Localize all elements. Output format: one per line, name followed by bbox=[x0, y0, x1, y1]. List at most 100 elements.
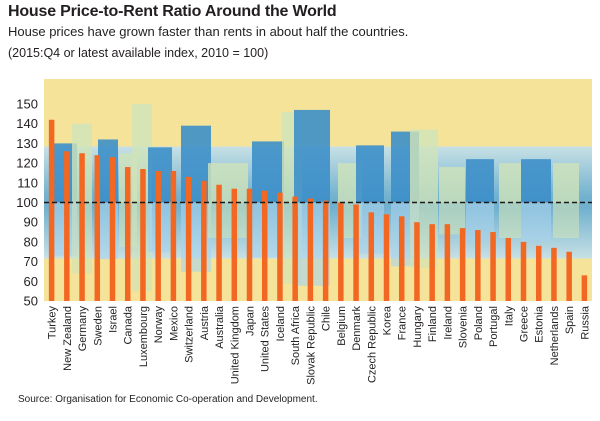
x-tick-label: United Kingdom bbox=[229, 306, 241, 384]
source-note: Source: Organisation for Economic Co-ope… bbox=[18, 394, 318, 405]
bar-norway bbox=[155, 170, 161, 301]
x-tick-label: Denmark bbox=[351, 306, 363, 351]
x-tick-label: Mexico bbox=[168, 306, 180, 341]
bar-russia bbox=[581, 275, 588, 301]
x-tick-label: New Zealand bbox=[62, 306, 74, 371]
bar-sweden bbox=[94, 155, 101, 301]
bar-denmark bbox=[353, 204, 359, 301]
bar-austria bbox=[201, 180, 207, 301]
x-tick-label: Ireland bbox=[442, 306, 454, 340]
x-tick-label: Netherlands bbox=[549, 306, 561, 366]
y-tick-label: 50 bbox=[24, 294, 38, 309]
x-tick-label: South Africa bbox=[290, 305, 302, 365]
y-tick-label: 140 bbox=[16, 116, 38, 131]
skyline-reflection bbox=[499, 202, 521, 238]
x-tick-label: Finland bbox=[427, 306, 439, 342]
bar-luxembourg bbox=[140, 169, 146, 301]
bar-japan bbox=[246, 188, 253, 301]
chart-title: House Price-to-Rent Ratio Around the Wor… bbox=[8, 3, 337, 20]
y-tick-label: 100 bbox=[16, 195, 38, 210]
x-tick-label: Poland bbox=[473, 306, 485, 340]
x-tick-label: Korea bbox=[382, 305, 394, 335]
bar-mexico bbox=[170, 170, 177, 301]
x-tick-label: Russia bbox=[579, 305, 591, 340]
x-tick-label: Spain bbox=[564, 306, 576, 334]
bar-korea bbox=[383, 214, 390, 301]
skyline-building bbox=[132, 104, 152, 203]
skyline-building bbox=[553, 163, 579, 203]
x-tick-label: France bbox=[397, 306, 409, 340]
x-tick-label: United States bbox=[260, 306, 272, 373]
chart-note: (2015:Q4 or latest available index, 2010… bbox=[8, 46, 269, 60]
x-tick-label: Sweden bbox=[92, 306, 104, 346]
x-tick-label: Slovak Republic bbox=[305, 306, 317, 385]
skyline-building bbox=[356, 145, 384, 203]
y-tick-label: 130 bbox=[16, 136, 38, 151]
bar-iceland bbox=[277, 192, 283, 301]
skyline-building bbox=[499, 163, 521, 203]
bar-poland bbox=[475, 230, 481, 301]
chart-subtitle: House prices have grown faster than rent… bbox=[8, 24, 409, 39]
bar-belgium bbox=[338, 202, 344, 301]
bar-hungary bbox=[414, 222, 420, 301]
bar-switzerland bbox=[185, 176, 192, 301]
y-tick-label: 70 bbox=[24, 254, 38, 269]
skyline-building bbox=[252, 141, 284, 203]
x-tick-label: Slovenia bbox=[458, 305, 470, 348]
skyline-building bbox=[208, 163, 248, 203]
y-tick-label: 110 bbox=[17, 175, 38, 190]
y-tick-label: 60 bbox=[24, 274, 38, 289]
x-tick-label: Germany bbox=[77, 306, 89, 352]
bar-greece bbox=[520, 241, 527, 301]
x-tick-label: Chile bbox=[321, 306, 333, 331]
x-tick-label: Austria bbox=[199, 305, 211, 340]
y-tick-label: 90 bbox=[24, 215, 38, 230]
bar-israel bbox=[109, 157, 116, 301]
bar-australia bbox=[216, 184, 222, 301]
x-tick-label: Portugal bbox=[488, 306, 500, 347]
x-tick-label: Switzerland bbox=[184, 306, 196, 363]
bar-south-africa bbox=[292, 196, 298, 301]
bar-portugal bbox=[490, 232, 496, 301]
x-tick-label: Hungary bbox=[412, 306, 424, 348]
x-tick-label: Italy bbox=[503, 306, 515, 327]
bar-france bbox=[398, 216, 405, 301]
skyline-building bbox=[466, 159, 494, 203]
skyline-reflection bbox=[208, 202, 248, 238]
bar-series bbox=[48, 119, 588, 301]
bar-canada bbox=[124, 167, 131, 301]
bar-spain bbox=[566, 251, 572, 301]
bar-ireland bbox=[444, 224, 451, 301]
x-axis: Turkey New Zealand Germany Sweden Israel Cana… bbox=[47, 305, 592, 385]
bar-united-kingdom bbox=[231, 188, 238, 301]
x-tick-label: Norway bbox=[153, 306, 165, 344]
skyline-building bbox=[410, 129, 438, 203]
y-tick-label: 120 bbox=[16, 156, 38, 171]
x-tick-label: Israel bbox=[108, 306, 120, 333]
x-tick-label: Belgium bbox=[336, 306, 348, 346]
bar-new-zealand bbox=[64, 151, 70, 301]
bar-finland bbox=[429, 224, 435, 301]
bar-united-states bbox=[261, 190, 268, 301]
y-axis: 50 60 70 80 90 100 110 120 130 140 150 bbox=[16, 97, 38, 309]
x-tick-label: Iceland bbox=[275, 306, 287, 341]
x-tick-label: Luxembourg bbox=[138, 306, 150, 367]
bar-czech-republic bbox=[368, 212, 375, 301]
x-tick-label: Turkey bbox=[47, 306, 59, 340]
bar-turkey bbox=[48, 119, 55, 301]
y-tick-label: 80 bbox=[24, 234, 38, 249]
skyline-reflection bbox=[553, 202, 579, 238]
x-tick-label: Greece bbox=[519, 306, 531, 342]
bar-slovak-republic bbox=[307, 198, 314, 301]
bar-netherlands bbox=[551, 247, 557, 301]
x-tick-label: Estonia bbox=[534, 305, 546, 343]
skyline-building bbox=[439, 167, 465, 203]
x-tick-label: Australia bbox=[214, 305, 226, 349]
skyline-building bbox=[294, 109, 330, 203]
bar-slovenia bbox=[459, 228, 466, 301]
bar-germany bbox=[79, 153, 85, 301]
x-tick-label: Japan bbox=[245, 306, 257, 336]
skyline-building bbox=[521, 159, 551, 203]
bar-italy bbox=[505, 237, 512, 301]
